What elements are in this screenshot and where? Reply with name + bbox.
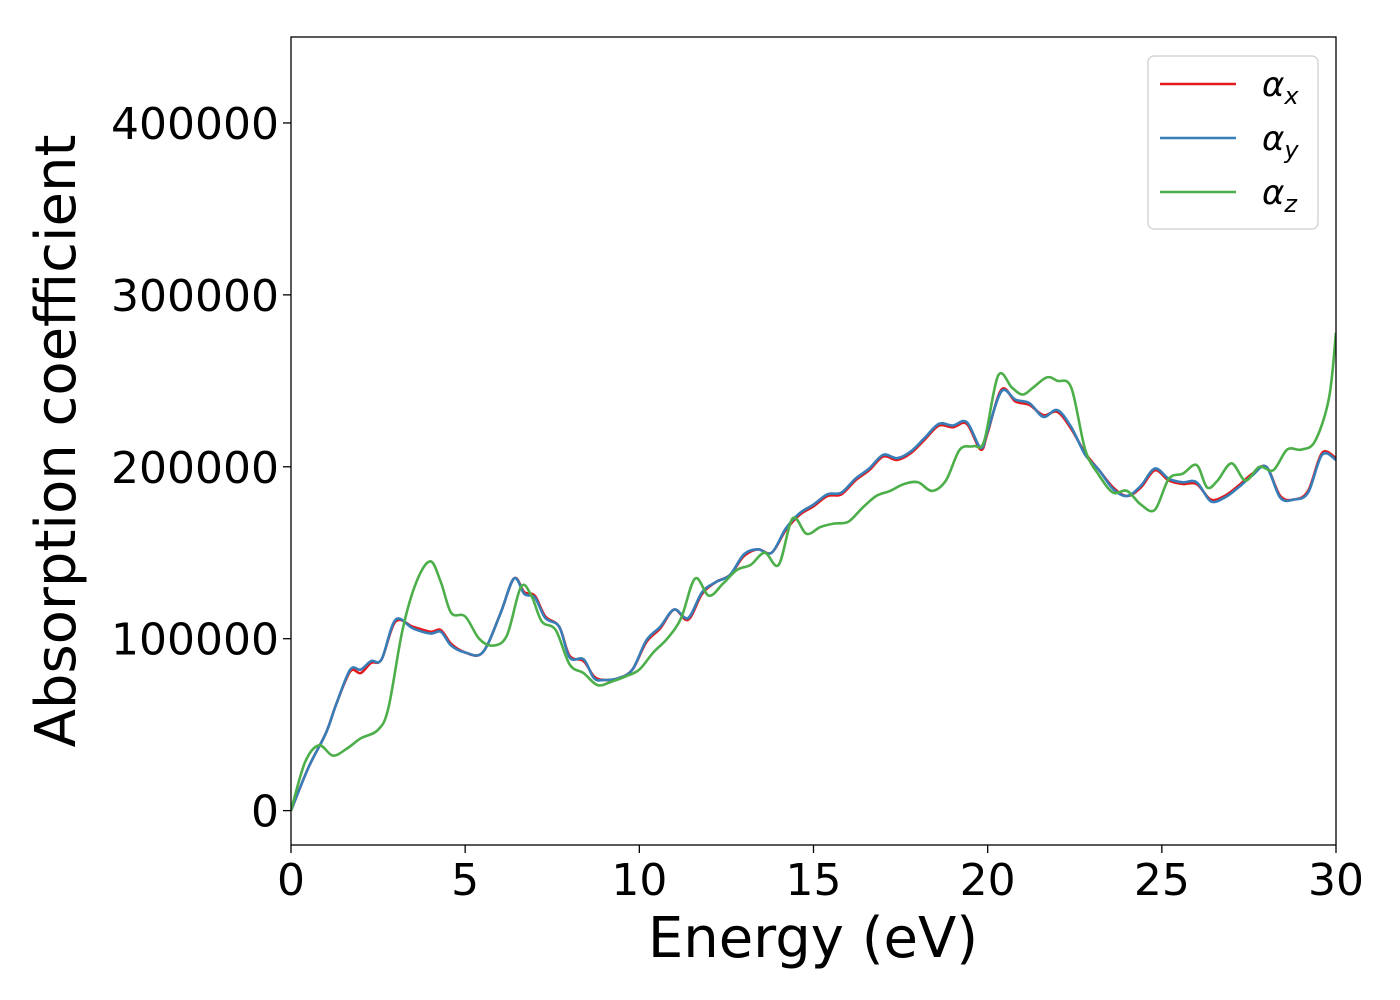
x-axis-title: Energy (eV) <box>648 906 978 971</box>
legend-label-z: αz <box>1262 173 1298 218</box>
y-axis-title: Absorption coefficient <box>24 135 89 748</box>
x-tick-label: 30 <box>1308 855 1364 906</box>
legend-box <box>1147 55 1319 230</box>
legend-label-y: αy <box>1262 119 1299 164</box>
legend: αx αy αz <box>1147 55 1319 230</box>
x-tick-label: 0 <box>277 855 305 906</box>
x-tick-label: 10 <box>611 855 667 906</box>
series-line-z <box>291 332 1336 811</box>
x-tick-label: 25 <box>1134 855 1190 906</box>
y-tick-label: 400000 <box>111 99 279 150</box>
y-tick-label: 300000 <box>111 271 279 322</box>
series-layer <box>291 332 1336 812</box>
legend-label-x: αx <box>1262 65 1299 110</box>
y-tick-label: 0 <box>251 787 279 838</box>
x-tick-label: 5 <box>451 855 479 906</box>
y-tick-label: 200000 <box>111 443 279 494</box>
x-axis-ticks: 0 5 10 15 20 25 30 <box>277 845 1364 906</box>
x-tick-label: 15 <box>786 855 842 906</box>
series-line-y <box>291 388 1336 812</box>
y-tick-label: 100000 <box>111 615 279 666</box>
x-tick-label: 20 <box>960 855 1016 906</box>
y-axis-ticks: 0 100000 200000 300000 400000 <box>111 99 291 838</box>
